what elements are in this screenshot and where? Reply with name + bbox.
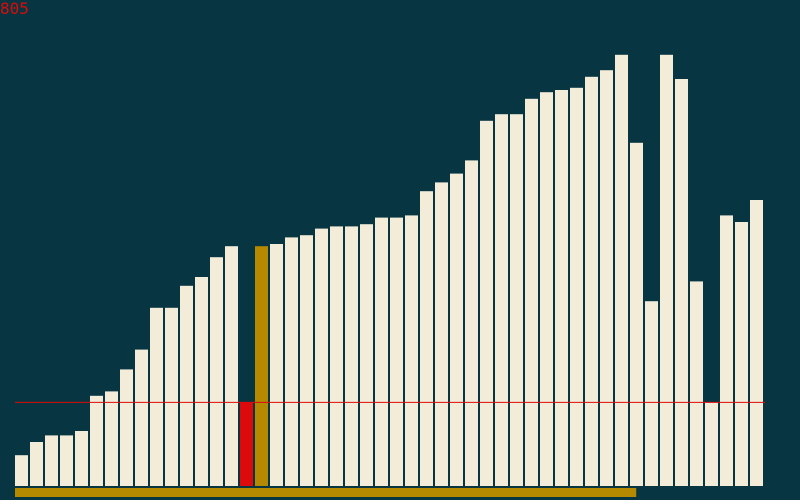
bar-20 <box>300 235 313 486</box>
bar-50 <box>750 200 763 486</box>
bar-7 <box>105 391 118 486</box>
bar-31 <box>465 160 478 486</box>
bar-32 <box>480 120 493 487</box>
bar-43 <box>645 301 658 486</box>
bar-26 <box>390 217 403 486</box>
bar-36 <box>540 92 553 486</box>
bar-23 <box>345 226 358 486</box>
bar-11 <box>165 307 178 486</box>
step-counter: 805 <box>0 0 29 18</box>
bar-8 <box>120 369 133 486</box>
bar-14 <box>210 257 223 486</box>
bar-19 <box>285 237 298 486</box>
bar-41 <box>615 54 628 487</box>
bar-21 <box>315 228 328 486</box>
bar-48 <box>720 215 733 486</box>
bar-24 <box>360 224 373 486</box>
bar-47 <box>705 402 718 486</box>
bar-27 <box>405 215 418 486</box>
bar-33 <box>495 114 508 486</box>
bar-25 <box>375 217 388 486</box>
bar-42 <box>630 142 643 487</box>
bar-44 <box>660 54 673 487</box>
bar-13 <box>195 277 208 486</box>
bar-34 <box>510 114 523 486</box>
bar-49 <box>735 222 748 486</box>
bar-15 <box>225 246 238 486</box>
bar-12 <box>180 285 193 486</box>
bar-22 <box>330 226 343 486</box>
bar-1 <box>15 455 28 486</box>
bar-16 <box>240 402 253 486</box>
bar-2 <box>30 442 43 486</box>
bar-35 <box>525 98 538 487</box>
bar-37 <box>555 90 568 486</box>
bar-46 <box>690 281 703 486</box>
bar-28 <box>420 191 433 486</box>
bar-30 <box>450 173 463 486</box>
progress-bar <box>15 488 637 497</box>
bar-group <box>15 54 763 487</box>
bar-3 <box>45 435 58 486</box>
bar-40 <box>600 70 613 486</box>
bar-18 <box>270 244 283 486</box>
bar-29 <box>435 182 448 486</box>
bar-6 <box>90 395 103 486</box>
bar-5 <box>75 431 88 486</box>
bar-10 <box>150 307 163 486</box>
bar-39 <box>585 76 598 487</box>
bar-9 <box>135 349 148 486</box>
bar-38 <box>570 87 583 487</box>
bar-17 <box>255 246 268 486</box>
bar-4 <box>60 435 73 486</box>
bar-45 <box>675 79 688 486</box>
